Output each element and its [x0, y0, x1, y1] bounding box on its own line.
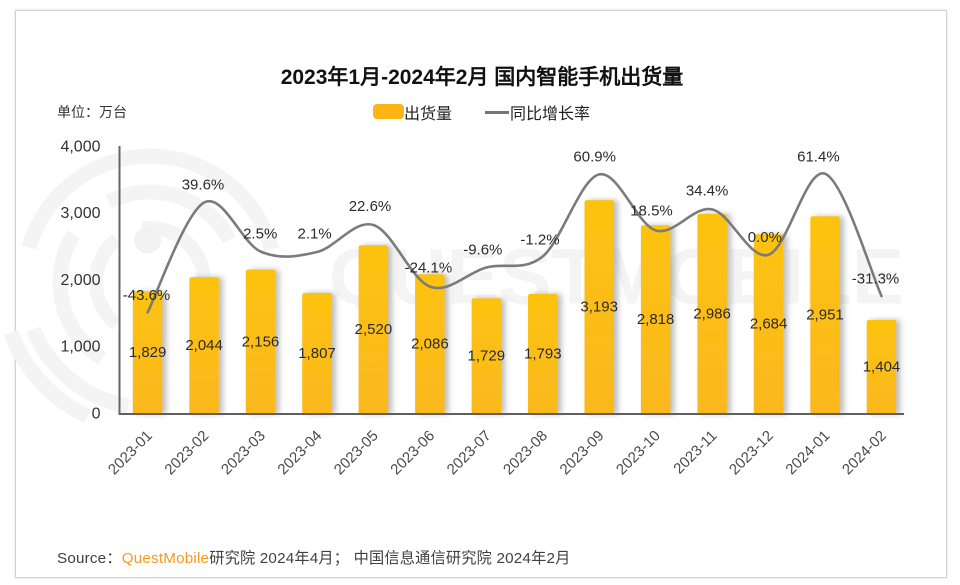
svg-text:2023-02: 2023-02 [161, 427, 212, 478]
svg-text:2,520: 2,520 [355, 321, 393, 338]
svg-text:4,000: 4,000 [60, 138, 100, 155]
svg-text:2023-08: 2023-08 [500, 427, 551, 478]
svg-text:2,684: 2,684 [750, 316, 788, 333]
svg-text:-9.6%: -9.6% [463, 242, 502, 259]
svg-text:2023-10: 2023-10 [613, 427, 664, 478]
svg-text:2023-05: 2023-05 [331, 427, 382, 478]
svg-text:2023-06: 2023-06 [387, 427, 438, 478]
svg-text:1,793: 1,793 [524, 345, 562, 362]
svg-text:18.5%: 18.5% [630, 203, 673, 220]
svg-text:2,951: 2,951 [806, 307, 844, 324]
svg-text:61.4%: 61.4% [797, 148, 840, 165]
svg-text:2023-03: 2023-03 [218, 427, 269, 478]
svg-text:1,404: 1,404 [863, 359, 901, 376]
svg-text:1,807: 1,807 [298, 345, 336, 362]
svg-text:2,986: 2,986 [693, 306, 731, 323]
svg-text:2023-11: 2023-11 [670, 427, 720, 477]
svg-text:-1.2%: -1.2% [520, 232, 559, 249]
svg-text:3,193: 3,193 [580, 299, 618, 316]
svg-text:2,086: 2,086 [411, 336, 449, 353]
svg-text:0: 0 [92, 406, 101, 423]
svg-text:2023-07: 2023-07 [444, 427, 495, 478]
svg-text:1,829: 1,829 [129, 344, 167, 361]
svg-text:0.0%: 0.0% [748, 229, 782, 246]
svg-text:2,044: 2,044 [185, 337, 223, 354]
svg-text:34.4%: 34.4% [686, 183, 729, 200]
svg-text:2,000: 2,000 [60, 272, 100, 289]
svg-text:60.9%: 60.9% [573, 148, 616, 165]
svg-text:-24.1%: -24.1% [405, 259, 453, 276]
svg-text:-31.3%: -31.3% [852, 270, 900, 287]
svg-text:39.6%: 39.6% [182, 177, 225, 194]
svg-text:2.1%: 2.1% [297, 226, 331, 243]
svg-text:2,156: 2,156 [242, 333, 280, 350]
svg-text:2024-02: 2024-02 [839, 427, 890, 478]
svg-text:3,000: 3,000 [60, 205, 100, 222]
svg-text:2023-09: 2023-09 [557, 427, 608, 478]
svg-text:1,000: 1,000 [60, 339, 100, 356]
svg-text:22.6%: 22.6% [349, 198, 392, 215]
svg-text:2,818: 2,818 [637, 311, 675, 328]
svg-text:2023-04: 2023-04 [274, 427, 325, 478]
svg-text:2024-01: 2024-01 [782, 427, 833, 478]
svg-text:2023-01: 2023-01 [105, 427, 156, 478]
svg-text:-43.6%: -43.6% [123, 287, 171, 304]
svg-text:1,729: 1,729 [468, 348, 506, 365]
svg-text:2.5%: 2.5% [243, 226, 277, 243]
svg-text:2023-12: 2023-12 [726, 427, 777, 478]
